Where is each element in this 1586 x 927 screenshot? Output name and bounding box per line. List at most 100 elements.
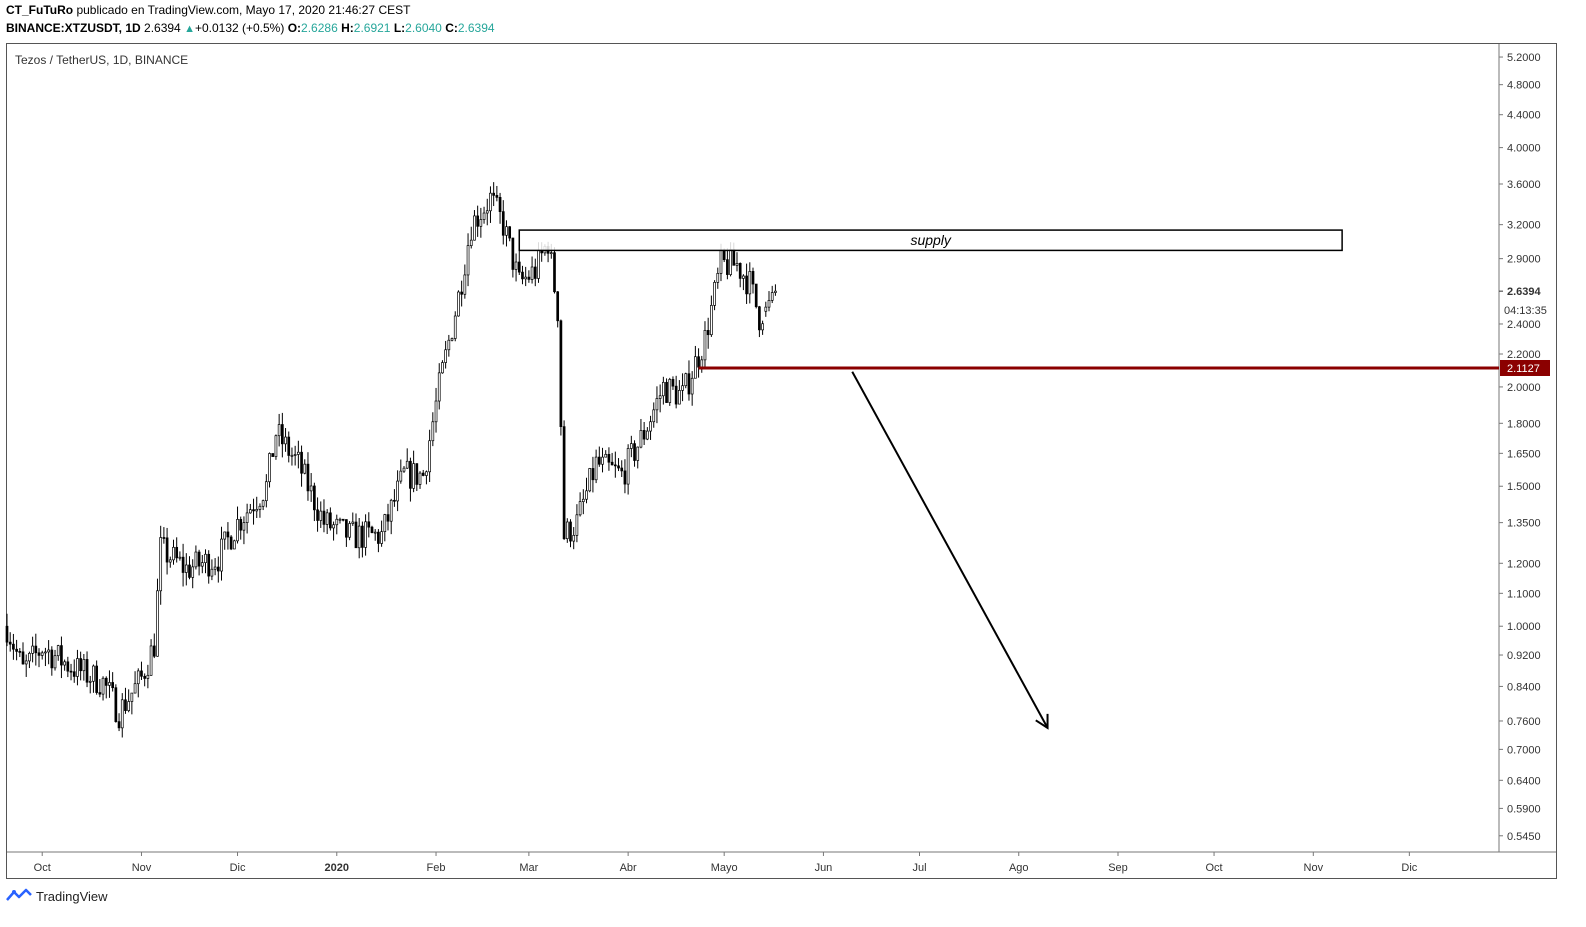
chart-frame <box>6 43 1557 879</box>
candle-body <box>729 249 732 275</box>
candle-body <box>393 499 396 502</box>
candle-body <box>764 306 768 312</box>
candle-body <box>31 645 34 654</box>
x-tick-label: Dic <box>230 862 246 874</box>
candle-body <box>335 518 339 526</box>
candle-body <box>489 192 492 212</box>
candle-body <box>396 480 399 502</box>
candle-body <box>162 537 166 539</box>
open-label: O: <box>287 21 302 35</box>
candle-body <box>373 531 377 534</box>
x-tick-label: Oct <box>1205 862 1222 874</box>
candle-body <box>405 460 409 469</box>
candle-body <box>303 463 307 474</box>
candle-body <box>248 509 252 514</box>
y-tick-label: 1.3500 <box>1507 518 1541 530</box>
candle-body <box>399 470 403 482</box>
candle-body <box>681 385 684 391</box>
candle-body <box>668 379 672 403</box>
candle-body <box>383 514 387 532</box>
x-tick-label: Nov <box>1304 862 1324 874</box>
candle-body <box>18 651 22 653</box>
candle-body <box>309 485 313 492</box>
candle-body <box>261 500 265 507</box>
candle-body <box>591 468 595 481</box>
candle-body <box>674 385 678 405</box>
candle-body <box>50 649 54 669</box>
brand-name: TradingView <box>36 888 108 904</box>
candle-body <box>92 665 95 682</box>
candle-body <box>44 651 47 654</box>
candle-body <box>524 276 528 280</box>
candle-body <box>479 219 483 227</box>
x-tick-label: Nov <box>132 862 152 874</box>
candle-body <box>297 451 300 455</box>
candle-body <box>761 323 764 331</box>
candle-body <box>306 463 310 492</box>
candle-body <box>82 659 86 672</box>
candle-body <box>354 521 358 549</box>
y-tick-label: 0.7000 <box>1507 744 1541 756</box>
candle-body <box>271 453 275 457</box>
candle-body <box>95 665 98 693</box>
candle-body <box>223 531 227 540</box>
y-tick-label: 1.0000 <box>1507 621 1541 633</box>
y-tick-label: 0.8400 <box>1507 681 1541 693</box>
candle-body <box>636 446 640 461</box>
candle-body <box>220 538 223 572</box>
candle-body <box>716 273 720 283</box>
candle-body <box>722 249 726 261</box>
candle-body <box>581 498 585 502</box>
supply-zone <box>518 229 1343 252</box>
candle-body <box>287 436 291 456</box>
candle-body <box>143 675 147 679</box>
candle-body <box>364 521 367 548</box>
candle-body <box>613 464 617 467</box>
candle-body <box>207 553 211 577</box>
candle-body <box>751 271 755 285</box>
candle-body <box>562 426 566 540</box>
candle-body <box>703 330 707 361</box>
candle-body <box>24 660 28 665</box>
candle-body <box>85 659 89 683</box>
x-tick-label: Feb <box>427 862 446 874</box>
candle-body <box>697 356 700 368</box>
candle-body <box>345 519 348 538</box>
author-name[interactable]: CT_FuTuRo <box>6 3 74 17</box>
candle-body <box>549 252 553 255</box>
candle-body <box>204 553 207 564</box>
candle-body <box>361 525 364 548</box>
candle-body <box>72 671 76 677</box>
y-tick-label: 3.2000 <box>1507 220 1541 232</box>
candle-body <box>742 275 745 279</box>
close-value: 2.6394 <box>457 21 495 35</box>
candle-body <box>277 424 281 437</box>
candle-body <box>649 421 652 432</box>
candle-body <box>28 653 31 662</box>
candle-body <box>671 379 675 387</box>
x-tick-label: Jul <box>912 862 926 874</box>
candle-body <box>156 590 159 657</box>
x-tick-label: Dic <box>1401 862 1417 874</box>
candle-body <box>181 556 185 573</box>
candle-body <box>191 566 195 578</box>
candle-body <box>498 197 502 212</box>
y-tick-label: 1.1000 <box>1507 588 1541 600</box>
footer-brand[interactable]: TradingView <box>6 888 108 904</box>
candle-body <box>274 435 278 457</box>
candle-body <box>629 443 633 449</box>
candle-body <box>316 509 319 521</box>
y-tick-label: 2.9000 <box>1507 254 1541 266</box>
open-value: 2.6286 <box>301 21 338 35</box>
y-tick-label: 1.8000 <box>1507 418 1541 430</box>
candle-body <box>553 252 556 293</box>
candle-body <box>463 274 467 295</box>
symbol-interval: BINANCE:XTZUSDT, 1D <box>6 21 141 35</box>
candle-body <box>197 551 201 567</box>
candle-body <box>101 677 105 695</box>
candle-body <box>341 518 345 521</box>
candle-body <box>511 237 515 270</box>
candle-body <box>268 453 271 483</box>
candle-body <box>700 359 704 368</box>
